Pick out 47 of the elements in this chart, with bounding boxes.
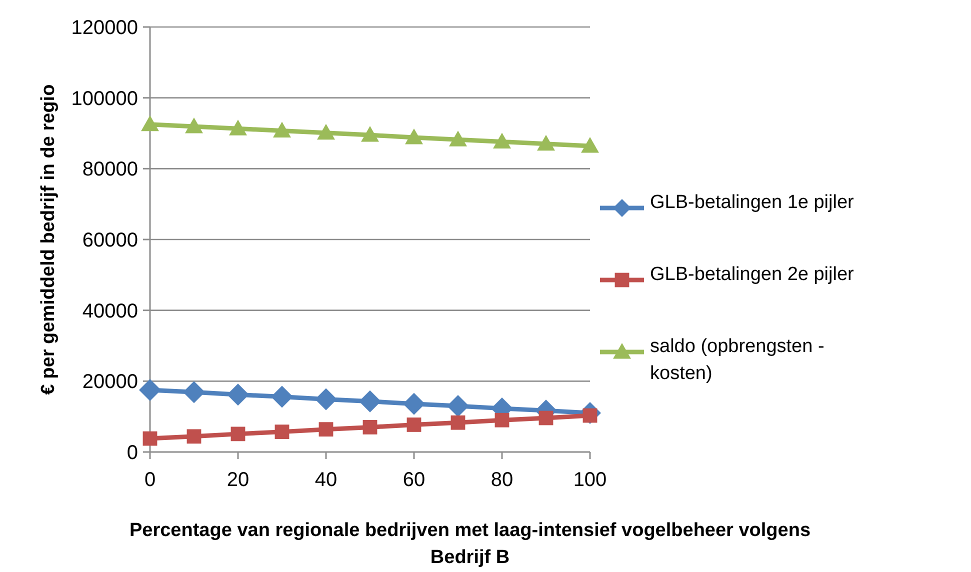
y-tick-label: 80000 [82,158,138,181]
x-tick-label: 20 [226,469,250,491]
x-tick-label: 60 [402,469,426,491]
point [139,379,161,402]
point [538,410,554,426]
legend-label: GLB-betalingen 1e pijler [650,192,855,213]
point [315,388,337,410]
point [581,137,599,153]
point [186,429,202,444]
x-tick-label: 80 [490,469,514,491]
point [142,431,158,446]
point [494,412,510,428]
y-tick-label: 40000 [82,300,138,322]
point [403,392,425,415]
point [230,426,246,442]
point [227,384,249,406]
point [447,394,469,417]
point [361,126,379,142]
point [362,420,378,434]
y-tick-label: 20000 [82,371,138,394]
point [183,381,205,404]
point [273,122,291,138]
point [318,422,334,437]
x-tick-label: 100 [573,469,607,491]
x-axis-title: Percentage van regionale bedrijven met laag-intensief vogelbeheer volgens Bedrijf B [129,520,811,568]
y-axis-title: € per gemiddeld bedrijf in de regio [38,84,59,395]
y-tick-label: 100000 [71,88,138,110]
point [493,132,511,148]
point [537,134,555,151]
y-tick-label: 120000 [71,17,138,39]
point [229,120,247,136]
point [449,130,467,146]
point [274,424,290,440]
point [317,124,335,140]
point [141,115,159,132]
legend-label: saldo (opbrengsten - kosten) [650,336,824,384]
point [359,390,381,412]
point [271,386,293,408]
point [405,128,423,144]
x-tick-label: 40 [314,469,338,491]
point [450,415,466,430]
x-tick-label: 0 [144,469,156,491]
legend-label: GLB-betalingen 2e pijler [650,264,855,285]
point [406,418,422,432]
y-tick-label: 60000 [82,230,138,252]
point [185,118,203,134]
y-tick-label: 0 [126,442,138,464]
